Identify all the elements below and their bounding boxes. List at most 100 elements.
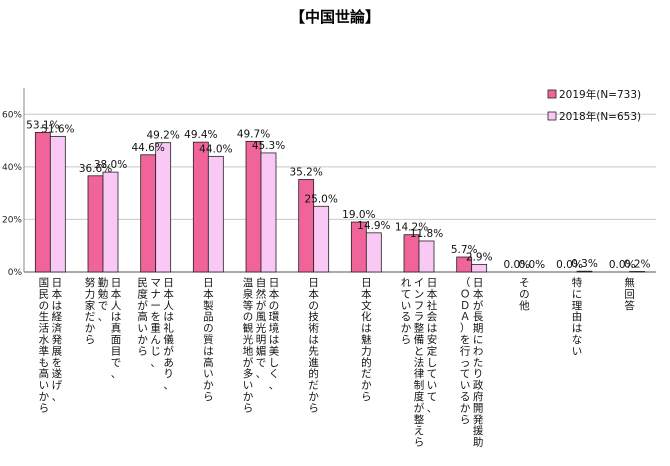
category-char: 本: [308, 287, 319, 300]
category-char: か: [137, 334, 148, 346]
bar: [403, 234, 420, 273]
category-char: 発: [52, 333, 63, 346]
bar: [576, 270, 593, 273]
category-char: 、: [427, 402, 438, 414]
category-char: 境: [269, 322, 280, 335]
category-char: 勉: [98, 287, 109, 300]
category-char: だ: [308, 380, 319, 392]
category-char: 光: [243, 333, 254, 346]
category-label: 日本が長期にわたり政府開発援助（ＯＤＡ）を行っているから日本が長期にわたり政府開…: [460, 277, 484, 449]
bar: [365, 232, 382, 273]
category-char: 整: [414, 322, 425, 335]
category-char: マ: [150, 277, 161, 289]
data-label: 0.3%: [571, 258, 598, 270]
category-char: 援: [473, 424, 484, 437]
category-char: 媚: [256, 344, 267, 357]
category-label: 日本製品の質は高いから日本製品の質は高いから: [203, 277, 214, 403]
category-char: 質: [203, 333, 214, 346]
bar: [471, 263, 488, 273]
category-char: 律: [414, 367, 425, 380]
bar: [207, 155, 224, 273]
category-char: 地: [243, 344, 254, 357]
category-char: じ: [150, 345, 161, 357]
data-label: 14.2%: [395, 222, 428, 234]
category-char: （: [460, 277, 471, 289]
category-char: 民: [39, 288, 50, 300]
bar: [192, 141, 209, 273]
category-char: 生: [39, 310, 50, 323]
category-char: の: [308, 300, 319, 312]
category-char: な: [572, 334, 583, 346]
category-label: 日本社会は安定していて、インフラ整備と法律制度が整えられているから日本社会は安定…: [401, 277, 438, 449]
category-char: 高: [137, 310, 148, 323]
bar: [418, 240, 435, 273]
category-char: 済: [52, 322, 63, 335]
category-char: を: [52, 357, 63, 369]
category-char: 、: [150, 357, 161, 369]
category-char: ら: [85, 334, 96, 346]
category-char: 日: [163, 277, 174, 289]
category-char: く: [269, 368, 280, 380]
category-char: ー: [150, 300, 161, 312]
category-char: 本: [163, 287, 174, 300]
category-char: い: [243, 380, 254, 392]
category-char: 回: [624, 288, 635, 300]
category-char: は: [269, 334, 280, 346]
category-char: 重: [150, 322, 161, 335]
category-char: い: [572, 345, 583, 357]
category-char: 高: [39, 367, 50, 380]
category-char: で: [256, 357, 267, 369]
category-char: し: [269, 357, 280, 369]
category-char: フ: [414, 300, 425, 312]
category-char: 的: [361, 356, 372, 369]
category-char: 魅: [361, 333, 372, 346]
category-label: 日本の環境は美しく、自然が風光明媚で、温泉等の観光地が多いから日本の環境は美しく…: [243, 276, 280, 414]
category-char: 、: [256, 368, 267, 380]
category-label: 特に理由はない特に理由はない: [572, 277, 583, 357]
category-label: その他その他: [519, 277, 530, 312]
category-char: の: [269, 300, 280, 312]
legend: 2019年(N=733) 2018年(N=653): [547, 88, 641, 123]
category-char: 技: [308, 310, 319, 323]
category-char: え: [414, 425, 425, 437]
category-char: か: [39, 391, 50, 403]
category-char: 活: [39, 323, 50, 335]
category-char: 日: [111, 277, 122, 289]
category-char: ら: [308, 402, 319, 414]
category-char: は: [111, 311, 122, 323]
data-label: 2.9%: [466, 251, 493, 263]
data-label: 36.6%: [79, 163, 112, 175]
category-char: 自: [256, 276, 267, 289]
category-char: 、: [98, 311, 109, 323]
data-label: 49.4%: [184, 129, 217, 141]
category-char: は: [203, 345, 214, 357]
data-label: 38.0%: [94, 159, 127, 171]
category-char: だ: [85, 311, 96, 323]
category-char: 無: [624, 276, 635, 289]
category-char: 行: [460, 344, 471, 357]
category-label: 日本は経済発展を遂げ、国民の生活水準も高いから日本は経済発展を遂げ、国民の生活水…: [39, 277, 63, 414]
category-char: 的: [308, 367, 319, 380]
category-char: て: [427, 391, 438, 403]
category-char: は: [163, 311, 174, 323]
category-char: は: [308, 334, 319, 346]
category-char: 風: [256, 311, 267, 323]
category-char: 努: [85, 276, 96, 289]
category-char: ら: [39, 402, 50, 414]
bars: [34, 132, 646, 273]
legend-swatch: [547, 89, 557, 99]
data-label: 5.7%: [451, 244, 478, 256]
category-char: で: [98, 300, 109, 312]
category-char: 、: [269, 380, 280, 392]
category-char: の: [519, 288, 530, 300]
category-char: そ: [519, 277, 530, 289]
category-char: 文: [361, 299, 372, 312]
y-tick-label: 0%: [8, 268, 23, 278]
category-char: ん: [150, 334, 161, 346]
category-char: れ: [401, 277, 412, 289]
category-char: 度: [414, 390, 425, 403]
category-char: Ａ: [460, 311, 471, 323]
data-label: 49.7%: [237, 128, 270, 140]
category-char: 発: [473, 413, 484, 426]
category-char: 面: [111, 334, 122, 346]
